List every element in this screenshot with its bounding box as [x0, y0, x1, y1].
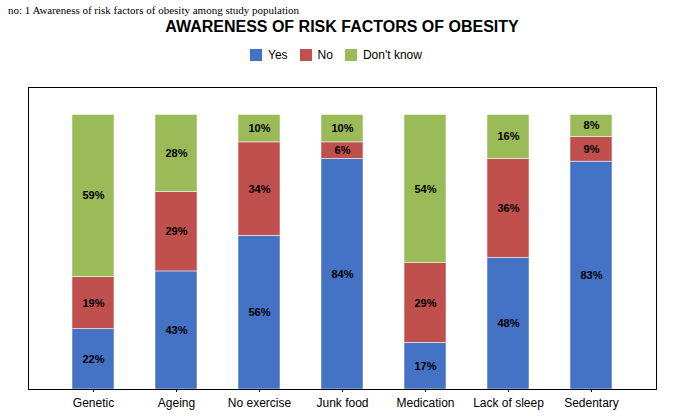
svg-text:Sedentary: Sedentary: [564, 396, 619, 410]
svg-text:29%: 29%: [165, 225, 187, 237]
html-text:AWARENESS OF RISK FACTORS OF O: AWARENESS OF RISK FACTORS OF OBESITY: [165, 18, 519, 35]
svg-text:Medication: Medication: [396, 396, 454, 410]
svg-text:6%: 6%: [335, 144, 351, 156]
svg-text:Junk food: Junk food: [316, 396, 368, 410]
html-text:Don't know: Don't know: [363, 47, 422, 62]
svg-text:9%: 9%: [584, 143, 600, 155]
svg-text:48%: 48%: [497, 317, 519, 329]
svg-text:22%: 22%: [82, 353, 104, 365]
svg-text:83%: 83%: [580, 269, 602, 281]
svg-text:54%: 54%: [414, 183, 436, 195]
svg-text:84%: 84%: [331, 268, 353, 280]
svg-text:43%: 43%: [165, 324, 187, 336]
svg-text:10%: 10%: [248, 122, 270, 134]
svg-text:36%: 36%: [497, 202, 519, 214]
svg-text:17%: 17%: [414, 360, 436, 372]
html-text:Yes: Yes: [268, 47, 288, 62]
html-text:no: 1 Awareness of risk factor: no: 1 Awareness of risk factors of obesi…: [8, 4, 300, 16]
svg-text:28%: 28%: [165, 147, 187, 159]
svg-text:8%: 8%: [584, 119, 600, 131]
svg-text:Lack of sleep: Lack of sleep: [473, 396, 544, 410]
svg-text:29%: 29%: [414, 297, 436, 309]
svg-text:No exercise: No exercise: [228, 396, 292, 410]
svg-text:16%: 16%: [497, 130, 519, 142]
svg-text:Ageing: Ageing: [158, 396, 195, 410]
svg-text:19%: 19%: [82, 297, 104, 309]
svg-text:56%: 56%: [248, 306, 270, 318]
svg-text:34%: 34%: [248, 183, 270, 195]
svg-text:Genetic: Genetic: [73, 396, 114, 410]
svg-text:59%: 59%: [82, 189, 104, 201]
html-text:No: No: [317, 47, 333, 62]
svg-text:10%: 10%: [331, 122, 353, 134]
